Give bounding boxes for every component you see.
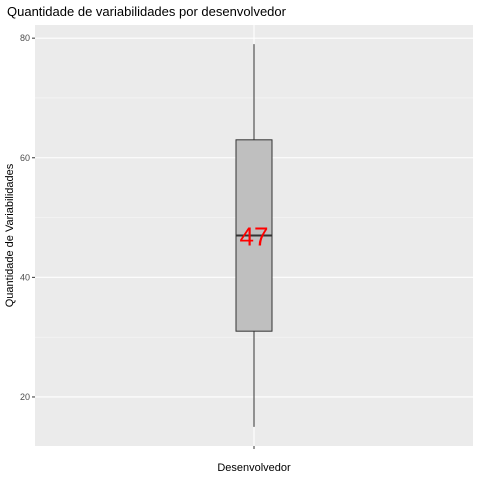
y-axis-ticks [32, 37, 35, 398]
y-tick-label: 80 [20, 33, 30, 43]
y-tick-label: 40 [20, 272, 30, 282]
chart-title: Quantidade de variabilidades por desenvo… [7, 4, 287, 19]
x-axis-title: Desenvolvedor [217, 462, 291, 474]
y-axis-title: Quantidade de Variabilidades [4, 163, 16, 307]
y-tick-label: 60 [20, 153, 30, 163]
median-annotation: 47 [240, 222, 269, 252]
y-tick-label: 20 [20, 392, 30, 402]
y-axis-tick-labels: 20 40 60 80 [20, 33, 30, 402]
